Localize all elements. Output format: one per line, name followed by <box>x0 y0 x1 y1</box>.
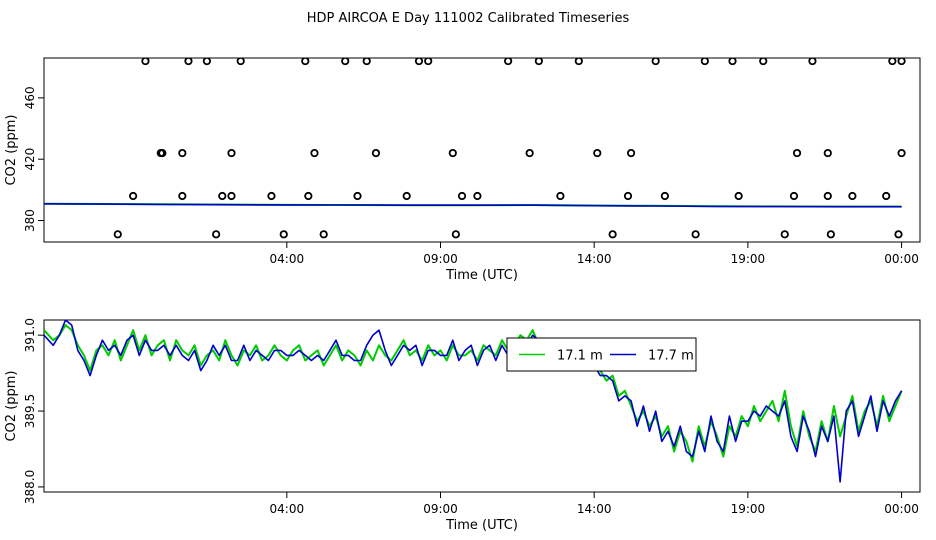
p0-calibration-point <box>700 58 709 66</box>
p1-xtick-label: 19:00 <box>731 502 766 516</box>
p1-xtick-label: 00:00 <box>884 502 919 516</box>
p0-calibration-point <box>651 58 660 66</box>
p0-calibration-point <box>178 148 187 158</box>
p1-xtick-label: 14:00 <box>577 502 612 516</box>
p0-plot-frame <box>43 57 921 243</box>
p0-calibration-point <box>267 191 276 201</box>
p0-calibration-point <box>888 58 897 66</box>
p1-y-axis-label: CO2 (ppm) <box>4 370 19 441</box>
p1-legend-label-0: 17.1 m <box>557 349 603 364</box>
p0-calibration-point <box>897 58 906 66</box>
p0-calibration-point <box>808 58 817 66</box>
p0-calibration-point <box>158 148 167 158</box>
p0-calibration-point <box>894 230 903 239</box>
p0-ytick-label: 380 <box>23 209 37 232</box>
p0-calibration-point <box>227 191 236 201</box>
p0-calibration-point <box>178 191 187 201</box>
p0-calibration-point <box>304 191 313 201</box>
p0-calibration-point <box>574 58 583 66</box>
p0-xtick-label: 00:00 <box>884 252 919 266</box>
p0-calibration-point <box>279 230 288 239</box>
p0-calibration-point <box>448 148 457 158</box>
p0-calibration-point <box>353 191 362 201</box>
p0-calibration-point <box>227 148 236 158</box>
p0-calibration-point <box>789 191 799 201</box>
p0-calibration-point <box>897 148 906 158</box>
p1-series-0-line <box>44 324 903 463</box>
p0-ytick-label: 460 <box>23 86 37 109</box>
p0-calibration-point <box>319 230 328 239</box>
p0-calibration-point <box>310 148 319 158</box>
p0-calibration-point <box>556 191 565 201</box>
panel-top: 04:00 09:00 14:00 19:00 00:00 380 420 460 Time (… <box>4 57 921 283</box>
p0-calibration-point <box>882 191 891 201</box>
p0-xtick-label: 09:00 <box>423 252 458 266</box>
p0-calibration-point <box>626 148 636 158</box>
p0-ytick-label: 420 <box>23 148 37 171</box>
p0-calibration-point <box>660 191 669 201</box>
p0-xtick-label: 19:00 <box>731 252 766 266</box>
p0-calibration-point <box>623 191 633 201</box>
p0-series-1-line <box>44 203 902 208</box>
p0-calibration-point <box>734 191 743 201</box>
p0-calibration-point <box>141 58 150 66</box>
p0-calibration-point <box>525 148 534 158</box>
p0-calibration-point <box>759 58 768 66</box>
p0-calibration-point <box>608 230 617 239</box>
p0-calibration-point <box>691 230 700 239</box>
p1-xtick-label: 04:00 <box>270 502 305 516</box>
p0-calibration-point <box>848 191 857 201</box>
p0-calibration-point <box>414 58 424 66</box>
p0-calibration-point <box>301 58 310 66</box>
p0-calibration-point <box>184 58 193 66</box>
p0-calibration-point <box>451 230 460 239</box>
p0-calibration-point <box>534 58 543 66</box>
figure-title: HDP AIRCOA E Day 111002 Calibrated Times… <box>307 11 630 26</box>
p0-calibration-point <box>362 58 371 66</box>
p0-calibration-point <box>457 191 467 201</box>
p0-calibration-point <box>218 191 227 201</box>
p0-calibration-point <box>780 230 789 239</box>
p1-series-1-line <box>44 320 903 483</box>
p0-calibration-point <box>792 148 802 158</box>
p1-ytick-label: 389.5 <box>23 394 37 428</box>
p1-ytick-label: 388.0 <box>23 470 37 504</box>
p1-xtick-label: 09:00 <box>423 502 458 516</box>
p0-calibration-point <box>823 191 832 201</box>
p0-calibration-point <box>402 191 411 201</box>
p0-calibration-point <box>341 58 350 66</box>
p0-xtick-label: 04:00 <box>270 252 305 266</box>
p0-calibration-point <box>728 58 737 66</box>
p0-calibration-point <box>212 230 221 239</box>
p1-plot-frame <box>43 319 921 493</box>
p0-x-axis-label: Time (UTC) <box>445 268 518 283</box>
p0-calibration-point <box>113 230 122 239</box>
p1-x-axis-label: Time (UTC) <box>445 518 518 533</box>
p1-legend-label-1: 17.7 m <box>648 349 694 364</box>
p0-calibration-point <box>236 58 245 66</box>
p0-calibration-point <box>826 230 835 239</box>
p0-y-axis-label: CO2 (ppm) <box>4 114 19 185</box>
p0-calibration-point <box>823 148 832 158</box>
p1-ytick-label: 391.0 <box>23 318 37 352</box>
p0-plot-area <box>44 58 906 239</box>
p1-plot-area <box>44 320 903 483</box>
panel-bottom: 04:00 09:00 14:00 19:00 00:00 388.0 389.5 391.0… <box>4 318 921 533</box>
p0-xtick-label: 14:00 <box>577 252 612 266</box>
p0-calibration-point <box>504 58 513 66</box>
p0-calibration-point <box>371 148 381 158</box>
p0-calibration-point <box>593 148 602 158</box>
p0-calibration-point <box>473 191 482 201</box>
p0-calibration-point <box>202 58 212 66</box>
p0-calibration-point <box>129 191 138 201</box>
p0-calibration-point <box>424 58 433 66</box>
